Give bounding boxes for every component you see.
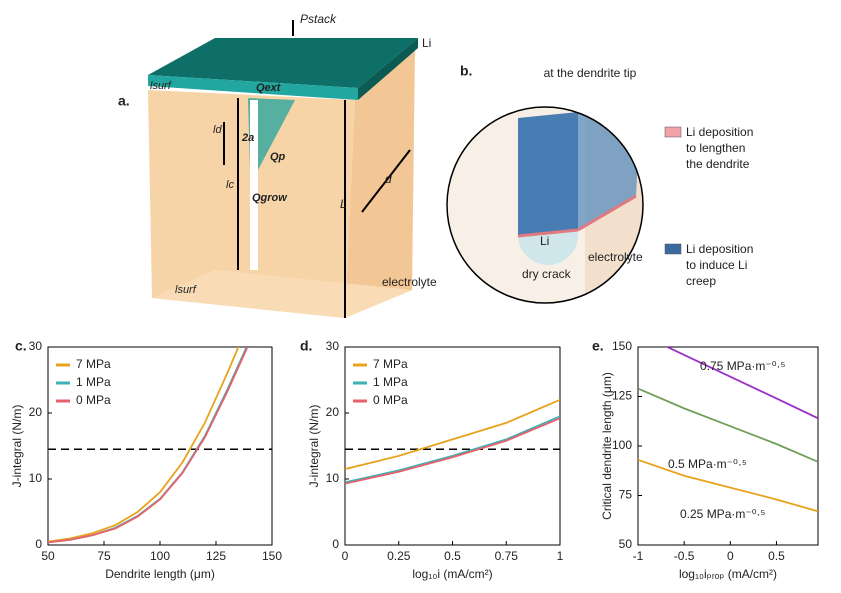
legend-text: 1 MPa (373, 375, 408, 389)
series-label: 0.5 MPa·m⁻⁰·⁵ (668, 457, 747, 471)
dry-crack: dry crack (522, 267, 572, 281)
l-surf: lsurf (150, 80, 172, 92)
two-a: 2a (241, 132, 254, 144)
x-tick-label: -1 (633, 549, 644, 563)
line (345, 400, 560, 469)
line (345, 418, 560, 483)
panel-label: b. (460, 63, 472, 79)
x-tick-label: -0.5 (674, 549, 695, 563)
y-tick-label: 20 (326, 405, 340, 419)
p-stack: Pstack (300, 12, 337, 26)
y-axis-label: J-integral (N/m) (10, 405, 24, 488)
y-tick-label: 10 (29, 471, 43, 485)
panel-label: c. (15, 338, 27, 354)
d: d (385, 172, 392, 186)
y-tick-label: 75 (619, 488, 633, 502)
q-grow: Qgrow (252, 192, 288, 204)
legend-text: 0 MPa (76, 393, 111, 407)
series-label: 0.25 MPa·m⁻⁰·⁵ (680, 507, 765, 521)
x-tick-label: 0.75 (495, 549, 519, 563)
l-c: lc (226, 179, 234, 191)
legend-text: creep (686, 274, 716, 288)
legend-swatch (665, 127, 681, 137)
x-tick-label: 0.5 (768, 549, 785, 563)
x-tick-label: 0 (727, 549, 734, 563)
x-tick-label: 0.25 (387, 549, 411, 563)
l-d: ld (213, 124, 222, 136)
legend-text: 1 MPa (76, 375, 111, 389)
y-axis-label: Critical dendrite length (μm) (600, 372, 614, 520)
li-label: Li (540, 234, 549, 248)
q-ext: Qext (256, 82, 282, 94)
y-tick-label: 0 (332, 537, 339, 551)
y-tick-label: 30 (29, 339, 43, 353)
panel-label: d. (300, 338, 312, 354)
y-tick-label: 100 (612, 438, 632, 452)
dendrite-slot (250, 100, 258, 270)
electrolyte: electrolyte (382, 275, 437, 289)
electrolyte: electrolyte (588, 250, 643, 264)
legend-text: 0 MPa (373, 393, 408, 407)
x-tick-label: 0 (342, 549, 349, 563)
x-tick-label: 75 (97, 549, 111, 563)
y-axis-label: J-integral (N/m) (307, 405, 321, 488)
y-tick-label: 20 (29, 405, 43, 419)
panel-a: a. Pstack Li lsurf Qext ld 2a Qp lc Qgro… (118, 12, 437, 318)
series-label: 0.75 MPa·m⁻⁰·⁵ (700, 359, 785, 373)
legend-text: the dendrite (686, 157, 750, 171)
x-tick-label: 150 (262, 549, 282, 563)
x-tick-label: 100 (150, 549, 170, 563)
legend-swatch (665, 244, 681, 254)
x-tick-label: 125 (206, 549, 226, 563)
panel-label: a. (118, 93, 130, 109)
x-axis-label: log₁₀i (mA/cm²) (412, 567, 492, 581)
y-tick-label: 30 (326, 339, 340, 353)
legend-text: 7 MPa (373, 357, 408, 371)
big-l: L (340, 197, 347, 211)
q-p: Qp (270, 151, 286, 163)
x-tick-label: 1 (557, 549, 564, 563)
line (638, 389, 818, 462)
y-tick-label: 150 (612, 339, 632, 353)
legend-text: to lengthen (686, 141, 745, 155)
legend-text: 7 MPa (76, 357, 111, 371)
legend-text: Li deposition (686, 125, 753, 139)
figure: a. Pstack Li lsurf Qext ld 2a Qp lc Qgro… (0, 0, 841, 593)
x-tick-label: 50 (41, 549, 55, 563)
y-tick-label: 50 (619, 537, 633, 551)
y-tick-label: 0 (35, 537, 42, 551)
panel-title: at the dendrite tip (544, 66, 637, 80)
line (48, 342, 250, 542)
x-axis-label: Dendrite length (μm) (105, 567, 215, 581)
legend-text: Li deposition (686, 242, 753, 256)
line (638, 333, 818, 418)
li-label: Li (422, 36, 431, 50)
legend-text: to induce Li (686, 258, 747, 272)
panel-label: e. (592, 338, 604, 354)
x-axis-label: log₁₀iₚᵣₒₚ (mA/cm²) (679, 567, 777, 581)
l-surf: lsurf (175, 284, 197, 296)
panel-b: b. at the dendrite tip Li dry crack elec… (440, 63, 753, 310)
y-tick-label: 125 (612, 389, 632, 403)
x-tick-label: 0.5 (444, 549, 461, 563)
y-tick-label: 10 (326, 471, 340, 485)
creep-face (518, 112, 578, 236)
